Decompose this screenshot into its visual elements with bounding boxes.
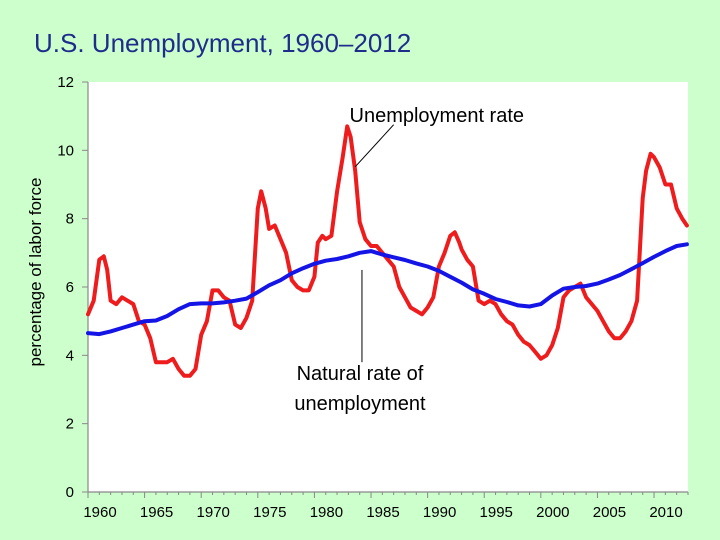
y-tick-label: 12: [57, 74, 74, 91]
unemployment-rate-leader: [354, 124, 395, 168]
y-tick-label: 2: [66, 416, 74, 433]
axes: [82, 81, 689, 498]
tick-labels: 0 2 4 6 8 10 12 1960 1965 1970 1975 1980 1985 1990 199…: [57, 74, 682, 521]
x-tick-label: 1970: [197, 504, 230, 521]
y-axis-label: percentage of labor force: [26, 177, 45, 366]
plot-area: [88, 82, 688, 492]
x-tick-label: 1985: [366, 504, 399, 521]
y-tick-label: 0: [66, 484, 74, 501]
slide-title: U.S. Unemployment, 1960–2012: [34, 28, 412, 58]
x-tick-label: 1965: [140, 504, 173, 521]
x-tick-label: 2010: [649, 504, 682, 521]
x-tick-label: 1990: [423, 504, 456, 521]
natural-rate-line: [86, 242, 689, 337]
callouts: Unemployment rate Natural rate of unemploy…: [294, 105, 524, 415]
x-tick-label: 1975: [253, 504, 286, 521]
y-tick-label: 6: [66, 279, 74, 296]
x-tick-label: 1960: [83, 504, 116, 521]
x-tick-label: 2000: [536, 504, 569, 521]
y-tick-label: 8: [66, 211, 74, 228]
x-tick-label: 1980: [310, 504, 343, 521]
unemployment-rate-label: Unemployment rate: [350, 105, 525, 127]
natural-rate-label-line: Natural rate of: [297, 363, 424, 385]
x-tick-label: 1995: [480, 504, 513, 521]
x-tick-label: 2005: [593, 504, 626, 521]
series-lines: [86, 124, 689, 378]
natural-rate-label-line: unemployment: [294, 393, 426, 415]
y-tick-label: 10: [57, 142, 74, 159]
y-tick-label: 4: [66, 347, 74, 364]
